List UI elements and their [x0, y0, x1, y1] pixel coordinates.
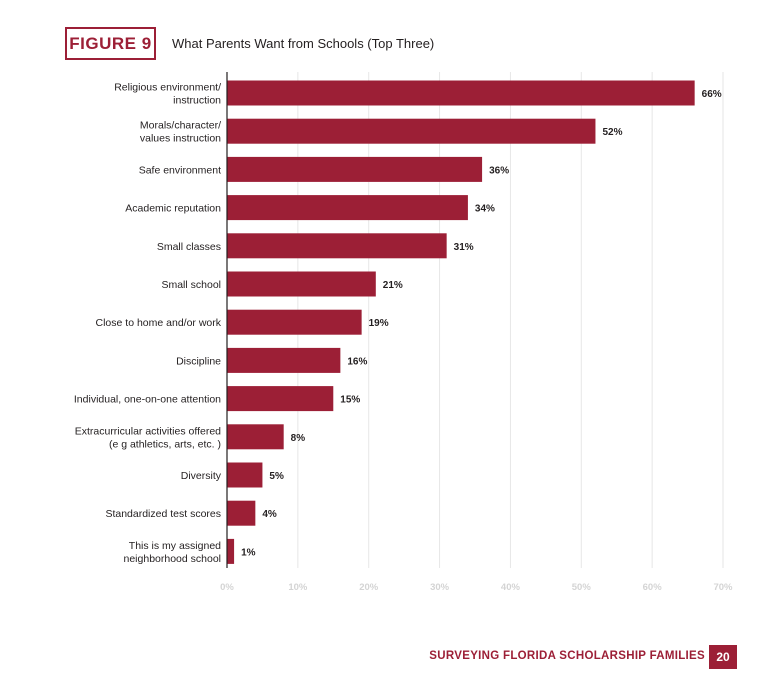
bar — [227, 118, 596, 144]
category-label: Discipline — [176, 355, 221, 367]
category-label: instruction — [173, 95, 221, 107]
category-label: neighborhood school — [124, 553, 222, 565]
footer-report-title: SURVEYING FLORIDA SCHOLARSHIP FAMILIES — [429, 650, 705, 662]
x-tick-label: 20% — [359, 582, 379, 593]
data-label: 36% — [489, 165, 509, 176]
bar — [227, 195, 468, 221]
category-label: Academic reputation — [125, 203, 221, 215]
x-tick-label: 70% — [713, 582, 733, 593]
bar — [227, 309, 362, 335]
category-label: (e g athletics, arts, etc. ) — [109, 438, 221, 450]
x-tick-label: 0% — [220, 582, 234, 593]
x-tick-label: 60% — [643, 582, 663, 593]
bar — [227, 271, 376, 297]
x-tick-label: 40% — [501, 582, 521, 593]
category-label: Individual, one-on-one attention — [74, 394, 221, 406]
data-label: 15% — [340, 395, 360, 406]
data-label: 19% — [369, 318, 389, 329]
data-label: 16% — [347, 356, 367, 367]
data-label: 31% — [454, 242, 474, 253]
data-label: 5% — [269, 471, 284, 482]
category-label: Religious environment/ — [114, 82, 221, 94]
bar — [227, 80, 695, 106]
x-tick-label: 30% — [430, 582, 450, 593]
category-label: Close to home and/or work — [96, 317, 222, 329]
data-label: 66% — [702, 89, 722, 100]
bar — [227, 500, 256, 526]
figure-number-badge: FIGURE 9 — [65, 27, 156, 60]
data-label: 4% — [262, 509, 277, 520]
category-label: Morals/character/ — [140, 120, 221, 132]
bar — [227, 462, 263, 488]
bar — [227, 156, 483, 182]
chart-title: What Parents Want from Schools (Top Thre… — [172, 36, 435, 51]
page-number: 20 — [709, 645, 737, 669]
category-label: Safe environment — [139, 164, 221, 176]
bar — [227, 424, 284, 450]
bar — [227, 538, 235, 564]
bar — [227, 233, 447, 259]
horizontal-bar-chart: 66% Religious environment/instruction 52% M… — [74, 72, 733, 593]
category-label: Small classes — [157, 241, 221, 253]
data-label: 52% — [602, 127, 622, 138]
x-tick-label: 10% — [288, 582, 308, 593]
category-label: Small school — [161, 279, 221, 291]
category-label: values instruction — [140, 133, 221, 145]
category-label: Standardized test scores — [105, 508, 221, 520]
bar — [227, 386, 334, 412]
x-tick-label: 50% — [572, 582, 592, 593]
category-label: Diversity — [181, 470, 222, 482]
category-label: Extracurricular activities offered — [75, 425, 221, 437]
data-label: 21% — [383, 280, 403, 291]
data-label: 1% — [241, 547, 256, 558]
data-label: 8% — [291, 433, 306, 444]
bar — [227, 347, 341, 373]
data-label: 34% — [475, 204, 495, 215]
category-label: This is my assigned — [129, 540, 221, 552]
